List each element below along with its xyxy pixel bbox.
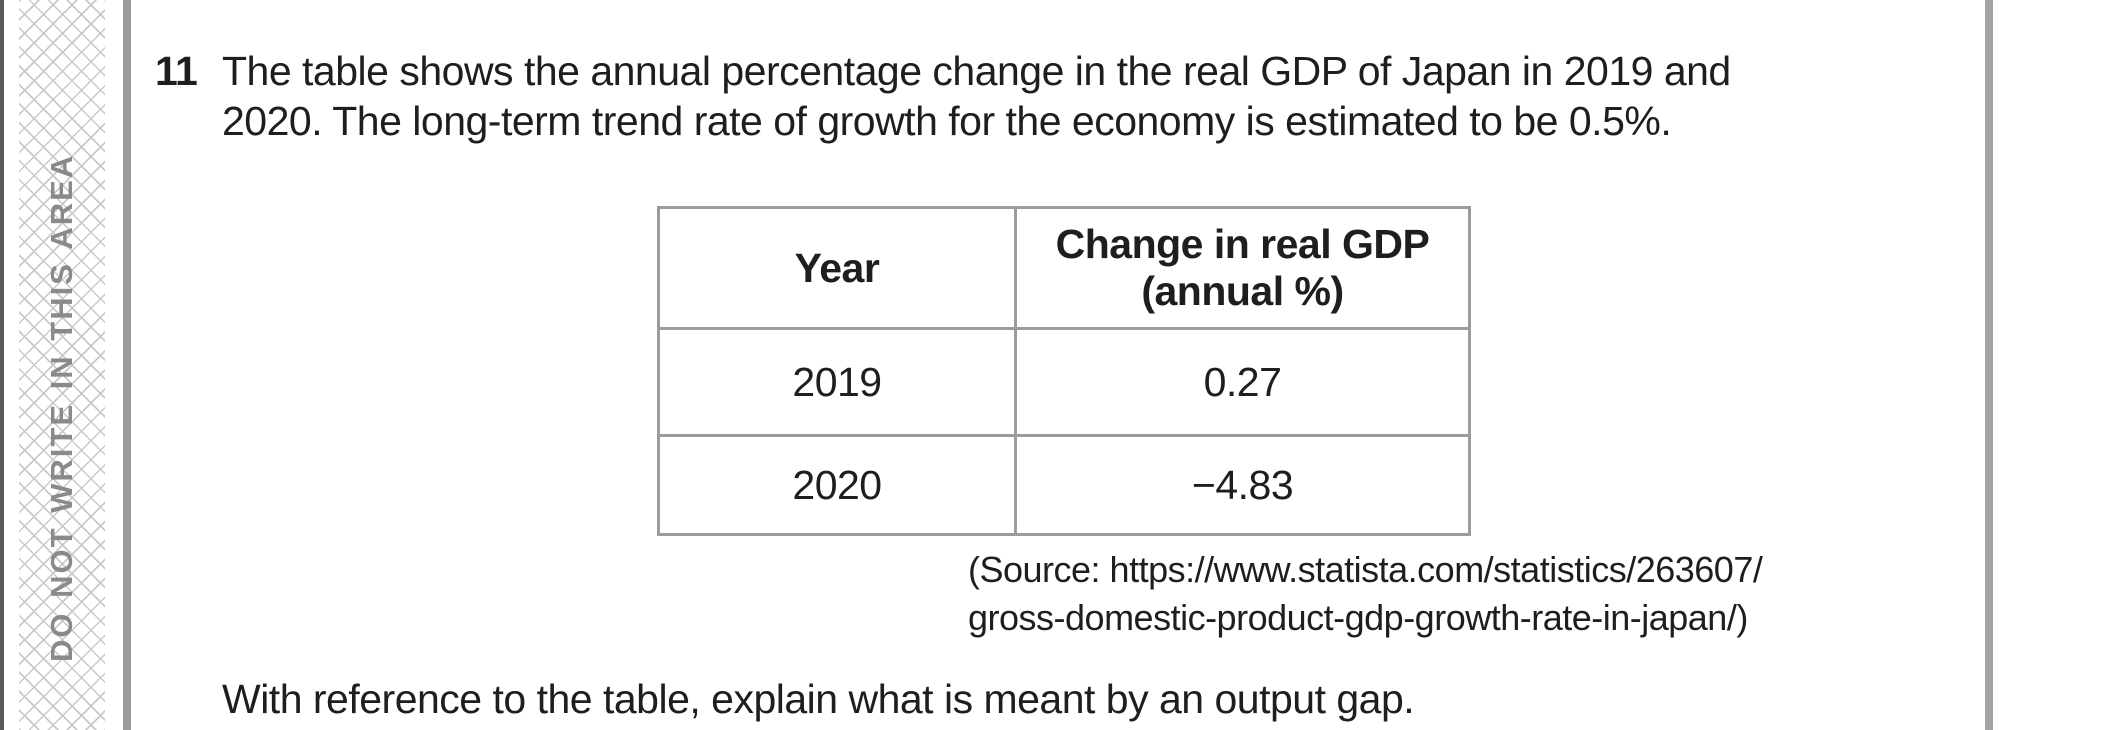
question-prompt: With reference to the table, explain wha… (222, 676, 1415, 722)
table-row-2020: 2020 −4.83 (657, 434, 1471, 536)
gdp-table: Year Change in real GDP (annual %) 2019 … (657, 206, 1471, 536)
question-text-line-2: 2020. The long-term trend rate of growth… (222, 98, 1672, 144)
inner-margin-rule (123, 0, 131, 730)
table-header-gdp-line-2: (annual %) (1141, 268, 1344, 314)
value-cell-2019: 0.27 (1014, 327, 1471, 437)
right-margin-rule (1985, 0, 1993, 730)
source-line-1: (Source: https://www.statista.com/statis… (968, 549, 1763, 590)
question-text: The table shows the annual percentage ch… (222, 46, 1731, 146)
question-number: 11 (155, 48, 198, 94)
source-line-2: gross-domestic-product-gdp-growth-rate-i… (968, 597, 1748, 638)
do-not-write-vertical-text: DO NOT WRITE IN THIS AREA (44, 153, 79, 663)
source-citation: (Source: https://www.statista.com/statis… (968, 546, 1763, 642)
table-row-2019: 2019 0.27 (657, 327, 1471, 437)
table-header-gdp-line-1: Change in real GDP (1055, 221, 1430, 267)
year-cell-2020: 2020 (657, 434, 1017, 536)
value-cell-2020: −4.83 (1014, 434, 1471, 536)
table-header-row: Year Change in real GDP (annual %) (657, 206, 1471, 330)
question-text-line-1: The table shows the annual percentage ch… (222, 48, 1731, 94)
table-header-year: Year (657, 206, 1017, 330)
year-cell-2019: 2019 (657, 327, 1017, 437)
page-left-edge-rule (0, 0, 4, 730)
do-not-write-margin-band: DO NOT WRITE IN THIS AREA (19, 0, 105, 730)
table-header-gdp-change: Change in real GDP (annual %) (1014, 206, 1471, 330)
